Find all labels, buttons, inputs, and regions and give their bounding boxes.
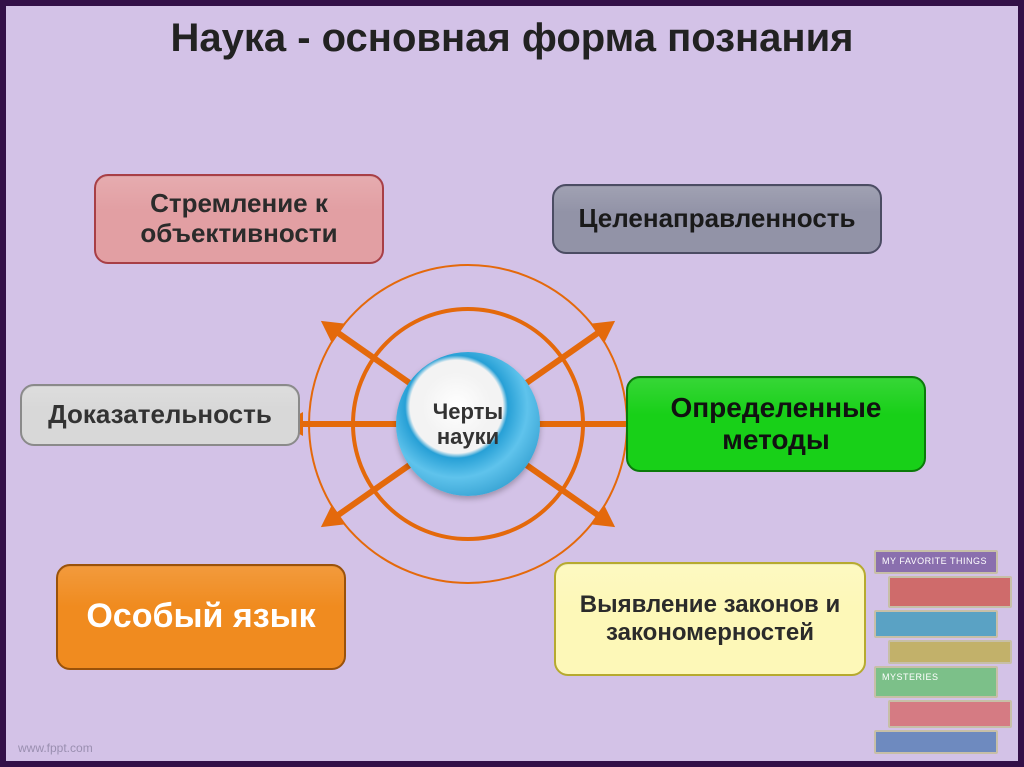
node-provability: Доказательность [20, 384, 300, 446]
center-label: Черты науки [414, 399, 522, 450]
book-spine-label: MYSTERIES [882, 672, 939, 682]
book-icon [888, 640, 1012, 664]
page-title: Наука - основная форма познания [6, 16, 1018, 61]
node-laws: Выявление законов и закономерностей [554, 562, 866, 676]
slide: Наука - основная форма познания Черты на… [0, 0, 1024, 767]
radial-arrow [283, 418, 398, 430]
node-methods: Определенные методы [626, 376, 926, 472]
footer-credit: www.fppt.com [18, 741, 93, 755]
node-purposefulness: Целенаправленность [552, 184, 882, 254]
book-spine-label: MY FAVORITE THINGS [882, 556, 987, 566]
node-objectivity: Стремление к объективности [94, 174, 384, 264]
books-decoration: MYSTERIES MY FAVORITE THINGS [870, 544, 1018, 756]
book-icon [874, 730, 998, 754]
book-icon [874, 666, 998, 698]
book-icon [888, 576, 1012, 608]
book-icon [888, 700, 1012, 728]
book-icon [874, 610, 998, 638]
node-language: Особый язык [56, 564, 346, 670]
